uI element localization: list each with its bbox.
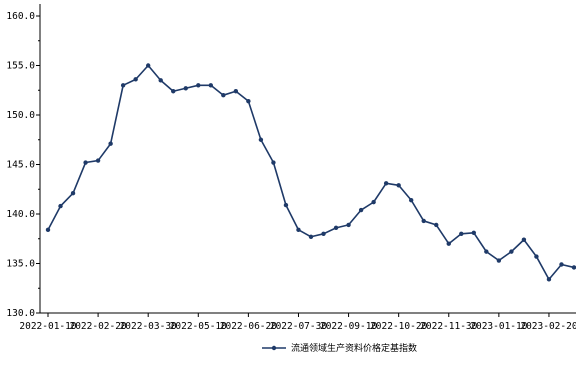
- x-tick-label: 2022-03-30: [120, 321, 177, 332]
- y-tick-label: 130.0: [6, 308, 35, 319]
- series-line: [47, 64, 575, 281]
- y-tick-label: 160.0: [6, 11, 35, 22]
- legend: 流通领域生产资料价格定基指数: [262, 342, 417, 354]
- data-point: [233, 89, 239, 94]
- y-tick-label: 135.0: [6, 259, 35, 270]
- data-point: [183, 86, 188, 91]
- data-point: [83, 160, 88, 165]
- data-point: [534, 254, 539, 259]
- x-tick-label: 2023-02-20: [520, 321, 576, 332]
- x-tick-label: 2022-11-30: [420, 321, 477, 332]
- y-axis: 130.0 135.0 140.0 145.0 150.0 155.0 160.0: [6, 4, 41, 319]
- legend-marker: [271, 345, 277, 351]
- data-point: [434, 222, 439, 228]
- data-point: [221, 93, 226, 98]
- data-point: [371, 199, 376, 205]
- data-point: [408, 197, 414, 203]
- data-point: [171, 89, 176, 94]
- data-point: [58, 203, 63, 209]
- y-tick-label: 150.0: [6, 110, 35, 121]
- y-tick-label: 140.0: [6, 209, 35, 220]
- data-point: [346, 222, 351, 228]
- data-point: [421, 218, 426, 224]
- y-tick-label: 155.0: [6, 61, 35, 72]
- data-point: [271, 160, 276, 165]
- data-point: [321, 231, 326, 236]
- data-point: [133, 77, 138, 82]
- x-tick-label: 2023-01-10: [470, 321, 527, 332]
- legend-label: 流通领域生产资料价格定基指数: [291, 342, 417, 354]
- data-point: [358, 207, 364, 213]
- x-tick-label: 2022-01-10: [19, 321, 76, 332]
- data-point: [308, 234, 314, 239]
- data-point: [459, 231, 464, 236]
- series-layer: [45, 63, 576, 282]
- data-point: [158, 78, 163, 83]
- data-point: [571, 265, 576, 270]
- x-axis: 2022-01-102022-02-202022-03-302022-05-10…: [19, 312, 576, 332]
- data-point: [196, 83, 201, 88]
- y-tick-label: 145.0: [6, 160, 35, 171]
- data-point: [246, 98, 251, 104]
- data-point: [296, 227, 301, 233]
- data-point: [70, 191, 76, 196]
- data-point: [484, 249, 489, 254]
- data-point: [396, 183, 401, 188]
- data-point: [45, 227, 51, 233]
- data-point: [258, 137, 264, 142]
- data-point: [471, 230, 477, 236]
- data-point: [446, 241, 451, 246]
- data-point: [521, 237, 527, 242]
- data-point: [333, 225, 339, 231]
- x-tick-label: 2022-09-10: [320, 321, 377, 332]
- data-point: [108, 141, 113, 146]
- data-point: [208, 83, 214, 88]
- x-tick-label: 2022-02-20: [69, 321, 126, 332]
- data-point: [283, 202, 289, 208]
- data-point: [546, 277, 552, 282]
- data-point: [509, 249, 514, 254]
- data-point: [145, 63, 151, 68]
- data-point: [120, 83, 126, 88]
- x-tick-label: 2022-10-20: [370, 321, 427, 332]
- data-point: [559, 262, 564, 267]
- data-point: [383, 181, 389, 186]
- x-tick-label: 2022-05-10: [170, 321, 227, 332]
- x-tick-label: 2022-07-30: [270, 321, 327, 332]
- data-point: [496, 258, 502, 263]
- x-tick-label: 2022-06-20: [220, 321, 277, 332]
- data-point: [95, 158, 101, 163]
